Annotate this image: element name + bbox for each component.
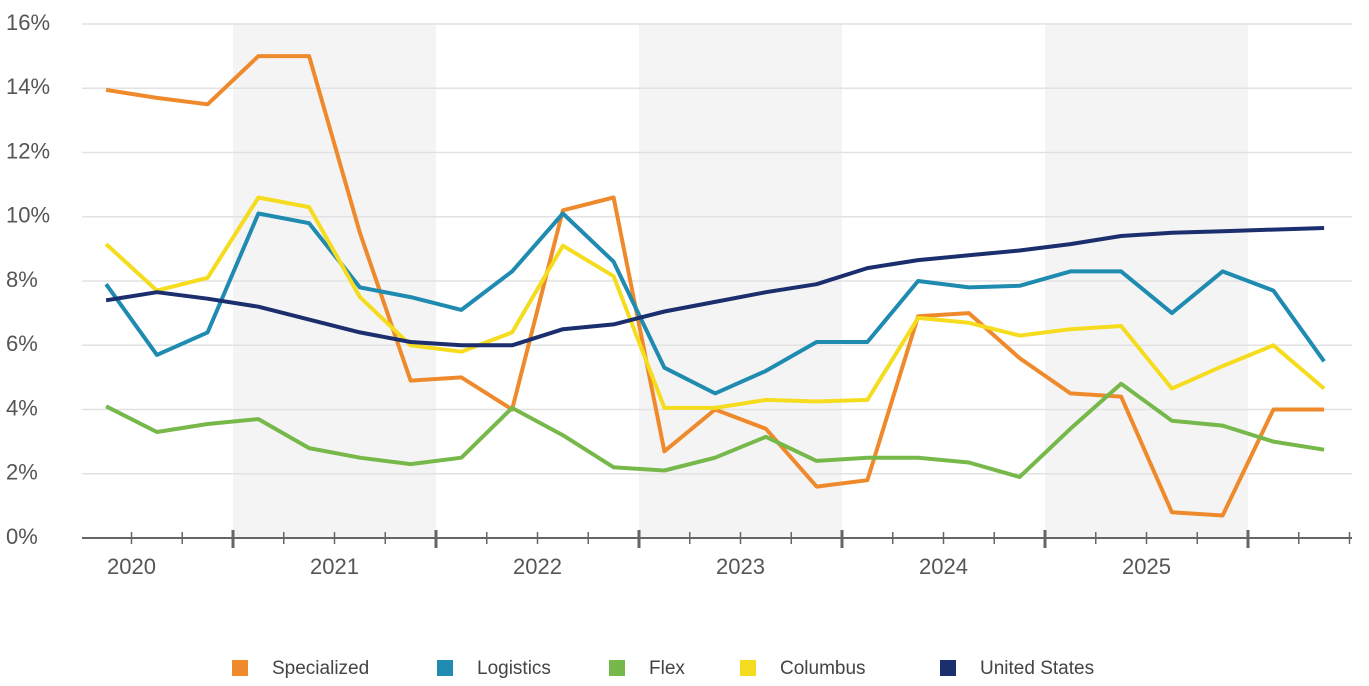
legend-swatch <box>609 660 625 676</box>
x-tick-label: 2023 <box>716 554 765 579</box>
y-tick-label: 0% <box>6 524 38 549</box>
legend-swatch <box>740 660 756 676</box>
y-tick-label: 14% <box>6 74 50 99</box>
legend-swatch <box>940 660 956 676</box>
series-line <box>105 381 1325 479</box>
series-line <box>104 195 1326 410</box>
y-tick-label: 6% <box>6 331 38 356</box>
legend-swatch <box>232 660 248 676</box>
series-line <box>104 211 1326 396</box>
y-tick-label: 8% <box>6 267 38 292</box>
x-tick-label: 2022 <box>513 554 562 579</box>
x-tick-label: 2025 <box>1122 554 1171 579</box>
y-tick-label: 16% <box>6 10 50 35</box>
x-tick-label: 2020 <box>107 554 156 579</box>
series-line <box>105 226 1325 348</box>
x-tick-label: 2021 <box>310 554 359 579</box>
y-tick-label: 12% <box>6 138 50 163</box>
legend: Specialized Logistics Flex Columbus United S… <box>232 658 1094 679</box>
legend-label: Specialized <box>272 658 369 679</box>
x-tick-label: 2024 <box>919 554 968 579</box>
y-tick-label: 10% <box>6 203 50 228</box>
legend-swatch <box>437 660 453 676</box>
legend-label: United States <box>980 658 1094 679</box>
legend-label: Columbus <box>780 658 866 679</box>
y-tick-label: 2% <box>6 460 38 485</box>
y-tick-label: 4% <box>6 395 38 420</box>
legend-label: Flex <box>649 658 685 679</box>
legend-label: Logistics <box>477 658 551 679</box>
